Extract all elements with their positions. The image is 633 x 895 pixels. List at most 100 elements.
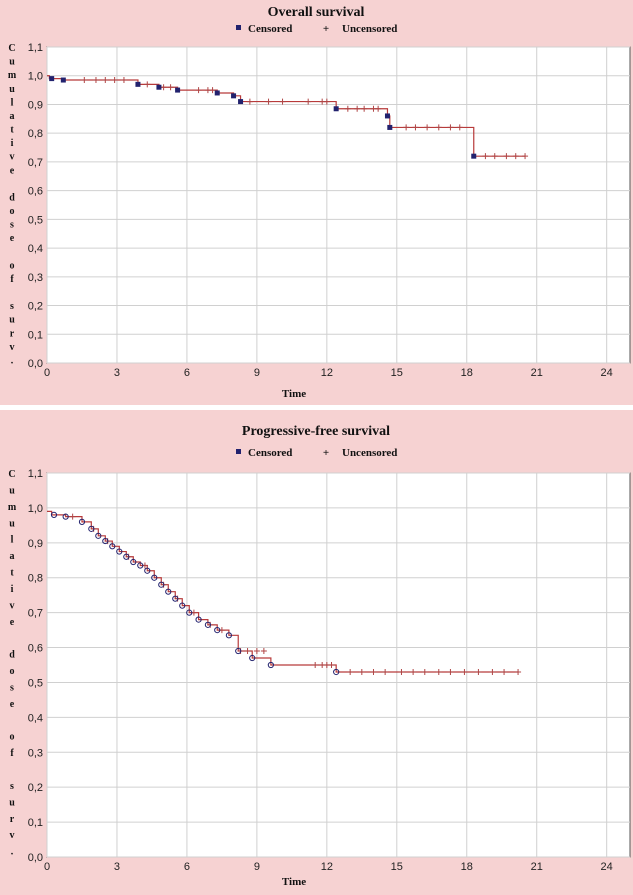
uncensored-point — [253, 648, 260, 655]
y-axis-title-char: i — [11, 584, 14, 595]
uncensored-point — [424, 124, 431, 131]
uncensored-point — [305, 98, 312, 105]
y-tick-label: 1,0 — [28, 71, 43, 83]
uncensored-point — [421, 668, 428, 675]
y-tick-label: 0,8 — [28, 128, 43, 140]
censored-point — [62, 513, 69, 520]
uncensored-point — [501, 668, 508, 675]
censored-point — [165, 588, 172, 595]
censored-point — [137, 562, 144, 569]
uncensored-point — [312, 662, 319, 668]
uncensored-point — [323, 98, 330, 105]
y-axis-title-char: u — [9, 797, 15, 808]
censored-point — [214, 626, 221, 634]
legend-uncensored-label: Uncensored — [342, 447, 397, 459]
uncensored-point — [347, 668, 354, 675]
uncensored-point — [512, 153, 519, 160]
x-tick-label: 12 — [321, 861, 333, 873]
y-axis-title-char: e — [10, 165, 15, 176]
uncensored-point — [279, 98, 286, 105]
uncensored-point — [403, 124, 410, 131]
x-tick-label: 18 — [461, 861, 473, 873]
y-axis-title-char: C — [8, 469, 15, 480]
uncensored-point — [522, 153, 529, 160]
y-tick-label: 0,5 — [28, 677, 43, 689]
uncensored-point — [461, 668, 468, 675]
uncensored-point — [410, 668, 417, 675]
censored-point — [50, 511, 58, 518]
uncensored-point — [102, 77, 109, 84]
y-axis-title-char: v — [10, 830, 15, 841]
uncensored-point — [491, 153, 498, 160]
uncensored-point — [503, 153, 510, 160]
y-axis-title-char: d — [9, 192, 15, 203]
y-tick-label: 1,1 — [28, 468, 43, 480]
plot-area — [46, 472, 631, 858]
y-tick-label: 0,7 — [28, 157, 43, 169]
y-tick-label: 0,0 — [28, 358, 43, 370]
y-tick-label: 0,6 — [28, 186, 43, 198]
uncensored-point — [81, 77, 88, 84]
y-axis-title-char: l — [11, 97, 14, 108]
uncensored-point — [435, 124, 442, 131]
censored-point — [49, 76, 55, 82]
legend-censored-label: Censored — [248, 447, 292, 459]
x-tick-label: 6 — [184, 861, 190, 873]
x-tick-label: 18 — [461, 367, 473, 379]
y-axis-title-char: s — [10, 220, 14, 231]
y-axis-title-char: . — [11, 847, 14, 858]
censored-point — [151, 574, 158, 581]
y-axis-title-char: C — [8, 43, 15, 54]
censored-point — [60, 77, 66, 83]
y-tick-label: 0,7 — [28, 608, 43, 620]
y-axis-title-char: f — [10, 274, 14, 285]
y-axis-title-char: s — [10, 781, 14, 792]
y-axis-title-char: s — [10, 682, 14, 693]
x-tick-label: 24 — [601, 861, 613, 873]
censored-point — [88, 525, 95, 532]
censored-point — [267, 661, 274, 669]
uncensored-point — [482, 153, 489, 160]
overall-survival-chart: 0,0 0,1 0,2 0,3 0,4 0,5 0,6 0,7 0,8 0,9 1,0 1,1 0 3 6 9… — [8, 5, 631, 400]
uncensored-point — [489, 668, 496, 675]
uncensored-point — [246, 98, 253, 105]
uncensored-point — [398, 668, 405, 675]
y-tick-label: 0,3 — [28, 747, 43, 759]
legend-censored-label: Censored — [248, 23, 292, 35]
y-axis-title-char: m — [8, 70, 17, 81]
y-tick-label: 1,1 — [28, 42, 43, 54]
y-tick-label: 0,8 — [28, 573, 43, 585]
uncensored-point — [111, 77, 118, 84]
censored-point — [204, 621, 212, 628]
y-axis-title-char: o — [10, 732, 15, 743]
y-axis-title-char: i — [11, 138, 14, 149]
censored-point — [95, 532, 102, 539]
y-axis-title-char: u — [9, 57, 15, 68]
uncensored-point — [160, 84, 167, 91]
censored-point — [123, 553, 130, 560]
y-axis-title-char: u — [9, 485, 15, 496]
y-axis-title-char: v — [10, 600, 15, 611]
y-axis-title-char: d — [9, 650, 15, 661]
uncensored-point — [120, 77, 127, 84]
censored-point — [186, 609, 193, 616]
uncensored-point — [375, 105, 382, 112]
y-axis-title-char: s — [10, 301, 14, 312]
x-tick-label: 21 — [531, 861, 543, 873]
uncensored-point — [244, 648, 251, 655]
censored-point — [102, 537, 109, 545]
censored-point — [214, 90, 220, 96]
uncensored-point — [69, 513, 76, 520]
y-tick-label: 0,1 — [28, 817, 43, 829]
censored-point — [78, 518, 86, 525]
y-tick-label: 0,3 — [28, 272, 43, 284]
y-axis-title-char: u — [9, 84, 15, 95]
censored-point — [175, 87, 181, 93]
chart-title: Overall survival — [268, 5, 365, 20]
y-tick-label: 0,9 — [28, 99, 43, 111]
y-tick-label: 0,5 — [28, 214, 43, 226]
y-tick-label: 0,0 — [28, 852, 43, 864]
uncensored-point — [456, 124, 463, 131]
censored-point — [156, 84, 162, 90]
censored-point — [130, 558, 137, 566]
